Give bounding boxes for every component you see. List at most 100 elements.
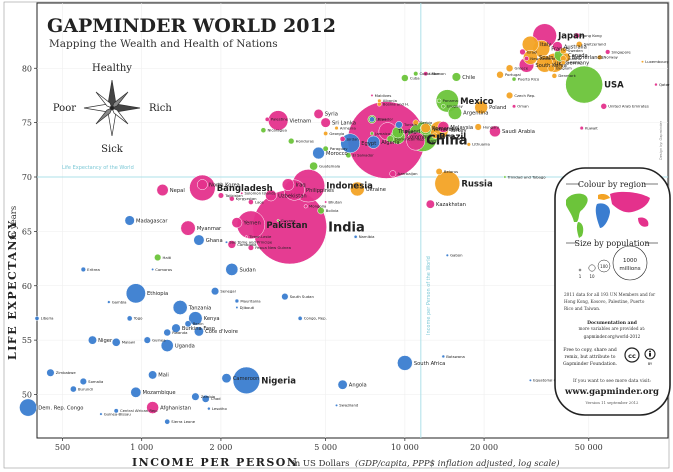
bubble-solomon-islands[interactable] <box>240 191 244 195</box>
bubble-sierra-leone[interactable] <box>164 418 171 425</box>
bubble-usa[interactable] <box>565 65 603 104</box>
bubble-hong-kong[interactable] <box>573 32 580 39</box>
bubble-chad[interactable] <box>201 394 210 403</box>
bubble-congo-rep[interactable] <box>297 316 303 321</box>
bubble-uganda[interactable] <box>160 339 174 352</box>
bubble-chile[interactable] <box>451 72 461 82</box>
bubble-luxembourg[interactable] <box>641 60 644 64</box>
bubble-guyana[interactable] <box>276 219 280 222</box>
bubble-kyrgyzstan[interactable] <box>229 196 235 202</box>
bubble-lesotho[interactable] <box>207 406 211 411</box>
bubble-ethiopia[interactable] <box>125 283 146 304</box>
bubble-nicaragua[interactable] <box>260 127 267 134</box>
bubble-benin[interactable] <box>184 320 192 328</box>
bubble-australia[interactable] <box>552 41 563 52</box>
bubble-cuba[interactable] <box>401 74 409 82</box>
bubble-yemen[interactable] <box>231 217 243 229</box>
bubble-trinidad-and-tobago[interactable] <box>503 175 507 179</box>
bubble-senegal[interactable] <box>211 287 220 296</box>
bubble-morocco[interactable] <box>312 146 325 160</box>
bubble-bulgaria[interactable] <box>431 132 438 139</box>
bubble-ghana[interactable] <box>193 234 205 246</box>
bubble-jordan[interactable] <box>339 136 346 142</box>
bubble-hungary[interactable] <box>474 123 482 131</box>
bubble-zambia[interactable] <box>191 392 200 401</box>
bubble-switzerland[interactable] <box>576 41 583 48</box>
bubble-jamaica[interactable] <box>370 131 374 136</box>
bubble-albania[interactable] <box>377 98 382 104</box>
bubble-kenya[interactable] <box>188 311 203 326</box>
bubble-dominican-rep[interactable] <box>386 135 394 143</box>
bubble-liberia[interactable] <box>34 316 40 321</box>
bubble-swaziland[interactable] <box>335 403 338 407</box>
bubble-malaysia[interactable] <box>437 121 450 133</box>
bubble-myanmar[interactable] <box>180 220 196 236</box>
bubble-tanzania[interactable] <box>172 300 188 315</box>
bubble-uruguay[interactable] <box>441 104 446 109</box>
bubble-lithuania[interactable] <box>466 142 471 147</box>
bubble-sri-lanka[interactable] <box>320 117 331 128</box>
bubble-afghanistan[interactable] <box>146 401 159 414</box>
bubble-madagascar[interactable] <box>124 215 135 226</box>
bubble-greece[interactable] <box>505 64 514 72</box>
bubble-saudi-arabia[interactable] <box>489 125 501 138</box>
bubble-bhutan[interactable] <box>324 200 328 204</box>
bubble-cote-d-ivoire[interactable] <box>193 326 204 337</box>
bubble-namibia[interactable] <box>353 234 358 239</box>
bubble-oman[interactable] <box>512 104 517 109</box>
bubble-gabon[interactable] <box>445 253 449 257</box>
bubble-mauritania[interactable] <box>234 298 240 304</box>
bubble-belarus[interactable] <box>435 168 443 176</box>
bubble-sudan[interactable] <box>225 263 239 276</box>
bubble-argentina[interactable] <box>447 105 462 120</box>
bubble-central-african-rep[interactable] <box>113 408 119 414</box>
bubble-somalia[interactable] <box>79 377 87 386</box>
bubble-timor-leste[interactable] <box>244 235 248 239</box>
bubble-panama[interactable] <box>436 98 442 104</box>
bubble-mali[interactable] <box>148 370 158 380</box>
bubble-new-zealand[interactable] <box>524 56 529 61</box>
bubble-burkina-faso[interactable] <box>171 323 181 333</box>
bubble-tunisia[interactable] <box>395 121 403 129</box>
bubble-cameroon[interactable] <box>221 373 232 384</box>
bubble-costa-rica[interactable] <box>413 71 419 77</box>
bubble-algeria[interactable] <box>366 135 381 149</box>
bubble-serbia[interactable] <box>412 119 419 126</box>
bubble-norway[interactable] <box>597 54 603 60</box>
bubble-burundi[interactable] <box>70 385 77 393</box>
bubble-qatar[interactable] <box>654 82 658 87</box>
bubble-north-korea[interactable] <box>196 179 208 191</box>
bubble-guatemala[interactable] <box>309 161 318 171</box>
bubble-nigeria[interactable] <box>232 366 261 394</box>
bubble-equatorial-guinea[interactable] <box>528 378 532 382</box>
bubble-uzbekistan[interactable] <box>265 189 277 202</box>
bubble-syria[interactable] <box>313 108 324 119</box>
bubble-czech-rep[interactable] <box>506 91 514 100</box>
bubble-comoros[interactable] <box>151 267 155 271</box>
bubble-spain[interactable] <box>523 50 538 65</box>
bubble-kazakhstan[interactable] <box>425 199 435 209</box>
bubble-djibouti[interactable] <box>235 306 239 309</box>
bubble-portugal[interactable] <box>496 71 504 79</box>
bubble-angola[interactable] <box>337 379 348 390</box>
bubble-bolivia[interactable] <box>317 207 325 215</box>
bubble-south-sudan[interactable] <box>281 293 289 301</box>
legend-doc-url[interactable]: gapminder.org/world-2012 <box>584 334 641 339</box>
bubble-egypt[interactable] <box>340 133 361 154</box>
bubble-tajikistan[interactable] <box>217 192 224 199</box>
bubble-belgium[interactable] <box>547 64 555 72</box>
bubble-sweden[interactable] <box>559 47 567 55</box>
bubble-denmark[interactable] <box>551 73 558 79</box>
bubble-mozambique[interactable] <box>130 386 142 398</box>
bubble-haiti[interactable] <box>154 253 162 262</box>
bubble-united-arab-emirates[interactable] <box>600 103 607 110</box>
bubble-armenia[interactable] <box>334 125 339 131</box>
bubble-singapore[interactable] <box>605 49 611 55</box>
bubble-maldives[interactable] <box>370 93 374 97</box>
bubble-russia[interactable] <box>434 170 461 197</box>
bubble-malawi[interactable] <box>111 337 121 347</box>
bubble-eritrea[interactable] <box>80 266 86 273</box>
bubble-el-salvador[interactable] <box>345 152 352 159</box>
bubble-paraguay[interactable] <box>322 145 329 152</box>
bubble-libya[interactable] <box>369 116 375 123</box>
